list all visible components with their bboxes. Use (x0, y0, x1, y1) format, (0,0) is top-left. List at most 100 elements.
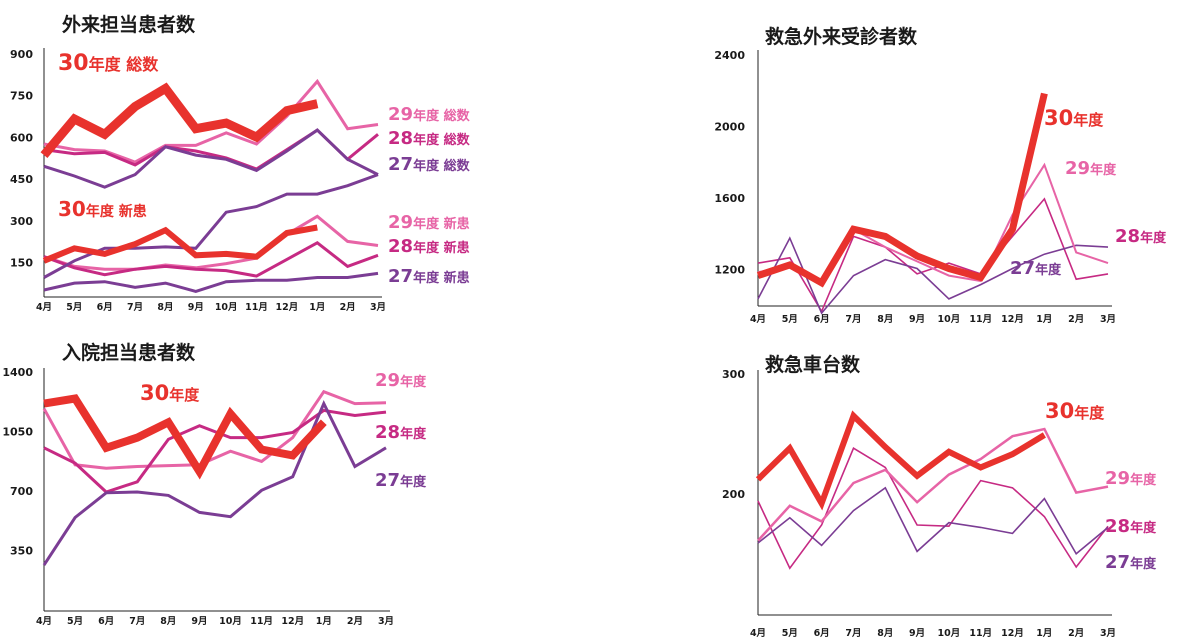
y-tick-label: 2400 (714, 49, 745, 62)
series-label: 29年度 (1065, 158, 1117, 179)
series-line (757, 486, 1109, 556)
y-tick-label: 700 (10, 485, 33, 498)
x-tick-label: 9月 (188, 302, 204, 313)
series-label: 27年度 (375, 470, 427, 491)
x-tick-label: 4月 (750, 314, 766, 325)
series-label: 27年度 新患 (388, 266, 470, 287)
series-line (42, 389, 387, 470)
x-tick-label: 1月 (309, 302, 325, 313)
x-tick-label: 3月 (1100, 314, 1116, 325)
inpatient-title: 入院担当患者数 (62, 342, 196, 364)
x-tick-label: 1月 (1036, 314, 1052, 325)
y-tick-label: 300 (722, 368, 745, 381)
series-label: 30年度 新患 (58, 197, 147, 221)
series-line (43, 271, 379, 293)
x-tick-label: 9月 (191, 616, 207, 627)
x-tick-label: 6月 (97, 302, 113, 313)
inpatient-plot: 1400 1050 700 350 4月 5月 6月 7月 8月 9月 10月 11月 12月 1月 2月 3… (2, 366, 427, 627)
y-tick-label: 750 (10, 90, 33, 103)
series-line (757, 447, 1109, 570)
x-tick-label: 2月 (340, 302, 356, 313)
series-line (42, 224, 318, 264)
x-tick-label: 8月 (157, 302, 173, 313)
y-tick-label: 1600 (714, 192, 745, 205)
x-tick-label: 12月 (1001, 628, 1024, 639)
er-outpatient-plot: 2400 2000 1600 1200 4月 5月 6月 7月 8月 9月 10月 11月 12月 1月 2… (714, 49, 1167, 325)
series-label: 29年度 新患 (388, 212, 470, 233)
y-tick-label: 1200 (714, 263, 745, 276)
ambulance-title: 救急車台数 (765, 354, 861, 376)
series-line (757, 197, 1109, 314)
x-tick-label: 12月 (276, 302, 299, 313)
x-tick-label: 7月 (127, 302, 143, 313)
outpatient-chart: 外来担当患者数 900 750 600 450 300 150 4月 5月 6月 7月 8月 9月 10… (0, 0, 560, 320)
x-tick-label: 6月 (814, 628, 830, 639)
x-tick-label: 3月 (378, 616, 394, 627)
y-tick-label: 450 (10, 173, 33, 186)
series-line (43, 241, 379, 278)
series-line (755, 410, 1046, 511)
series-label: 27年度 (1010, 258, 1062, 279)
series-label: 27年度 (1105, 552, 1157, 573)
x-tick-label: 10月 (938, 314, 961, 325)
series-label: 28年度 (1115, 226, 1167, 247)
series-label: 28年度 新患 (388, 236, 470, 257)
x-tick-label: 5月 (67, 616, 83, 627)
x-tick-label: 1月 (1036, 628, 1052, 639)
x-tick-label: 11月 (969, 314, 992, 325)
y-tick-label: 900 (10, 48, 33, 61)
x-tick-label: 3月 (370, 302, 386, 313)
series-label: 30年度 (140, 381, 200, 405)
x-tick-label: 11月 (250, 616, 273, 627)
series-label: 29年度 (1105, 468, 1157, 489)
y-tick-label: 350 (10, 545, 33, 558)
y-tick-label: 600 (10, 131, 33, 144)
x-tick-label: 4月 (36, 302, 52, 313)
outpatient-title: 外来担当患者数 (62, 14, 196, 36)
series-line (43, 78, 379, 164)
x-tick-label: 5月 (782, 628, 798, 639)
x-tick-label: 6月 (814, 314, 830, 325)
series-line (42, 400, 387, 566)
x-tick-label: 2月 (347, 616, 363, 627)
series-label: 30年度 (1045, 399, 1105, 423)
y-tick-label: 150 (10, 257, 33, 270)
x-tick-label: 5月 (782, 314, 798, 325)
outpatient-plot: 900 750 600 450 300 150 4月 5月 6月 7月 8月 9月 10月 11月 12月 1… (10, 48, 471, 313)
x-tick-label: 8月 (877, 314, 893, 325)
series-label: 28年度 (1105, 516, 1157, 537)
x-tick-label: 4月 (750, 628, 766, 639)
x-tick-label: 12月 (1001, 314, 1024, 325)
y-tick-label: 1400 (2, 366, 33, 379)
x-tick-label: 6月 (98, 616, 114, 627)
inpatient-chart: 入院担当患者数 1400 1050 700 350 4月 5月 6月 7月 8月 9月 10月 11月… (0, 320, 560, 643)
series-line (757, 236, 1109, 315)
x-tick-label: 10月 (938, 628, 961, 639)
series-line (43, 394, 327, 480)
series-line (757, 427, 1109, 542)
ambulance-plot: 300 200 4月 5月 6月 7月 8月 9月 10月 11月 12月 1月 2月 3月 30年度 29年… (722, 368, 1157, 639)
series-label: 28年度 (375, 422, 427, 443)
y-tick-label: 2000 (714, 120, 745, 133)
series-line (40, 82, 319, 158)
x-tick-label: 7月 (845, 314, 861, 325)
y-tick-label: 200 (722, 488, 745, 501)
series-line (756, 92, 1048, 288)
series-label: 30年度 総数 (58, 51, 159, 76)
series-label: 27年度 総数 (388, 154, 471, 175)
ambulance-chart: 救急車台数 300 200 4月 5月 6月 7月 8月 9月 10月 11月 12月 1月 2月 3月 3… (600, 330, 1180, 643)
y-tick-label: 300 (10, 215, 33, 228)
x-tick-label: 9月 (909, 314, 925, 325)
x-tick-label: 11月 (969, 628, 992, 639)
x-tick-label: 8月 (877, 628, 893, 639)
er-outpatient-chart: 救急外来受診者数 2400 2000 1600 1200 4月 5月 6月 7月 8月 9月 10月… (600, 0, 1180, 330)
x-tick-label: 4月 (36, 616, 52, 627)
er-outpatient-title: 救急外来受診者数 (765, 26, 918, 48)
series-line (43, 214, 379, 271)
series-label: 30年度 (1044, 106, 1104, 130)
x-tick-label: 8月 (160, 616, 176, 627)
x-tick-label: 1月 (316, 616, 332, 627)
x-tick-label: 11月 (245, 302, 268, 313)
x-tick-label: 2月 (1068, 628, 1084, 639)
x-tick-label: 12月 (281, 616, 304, 627)
